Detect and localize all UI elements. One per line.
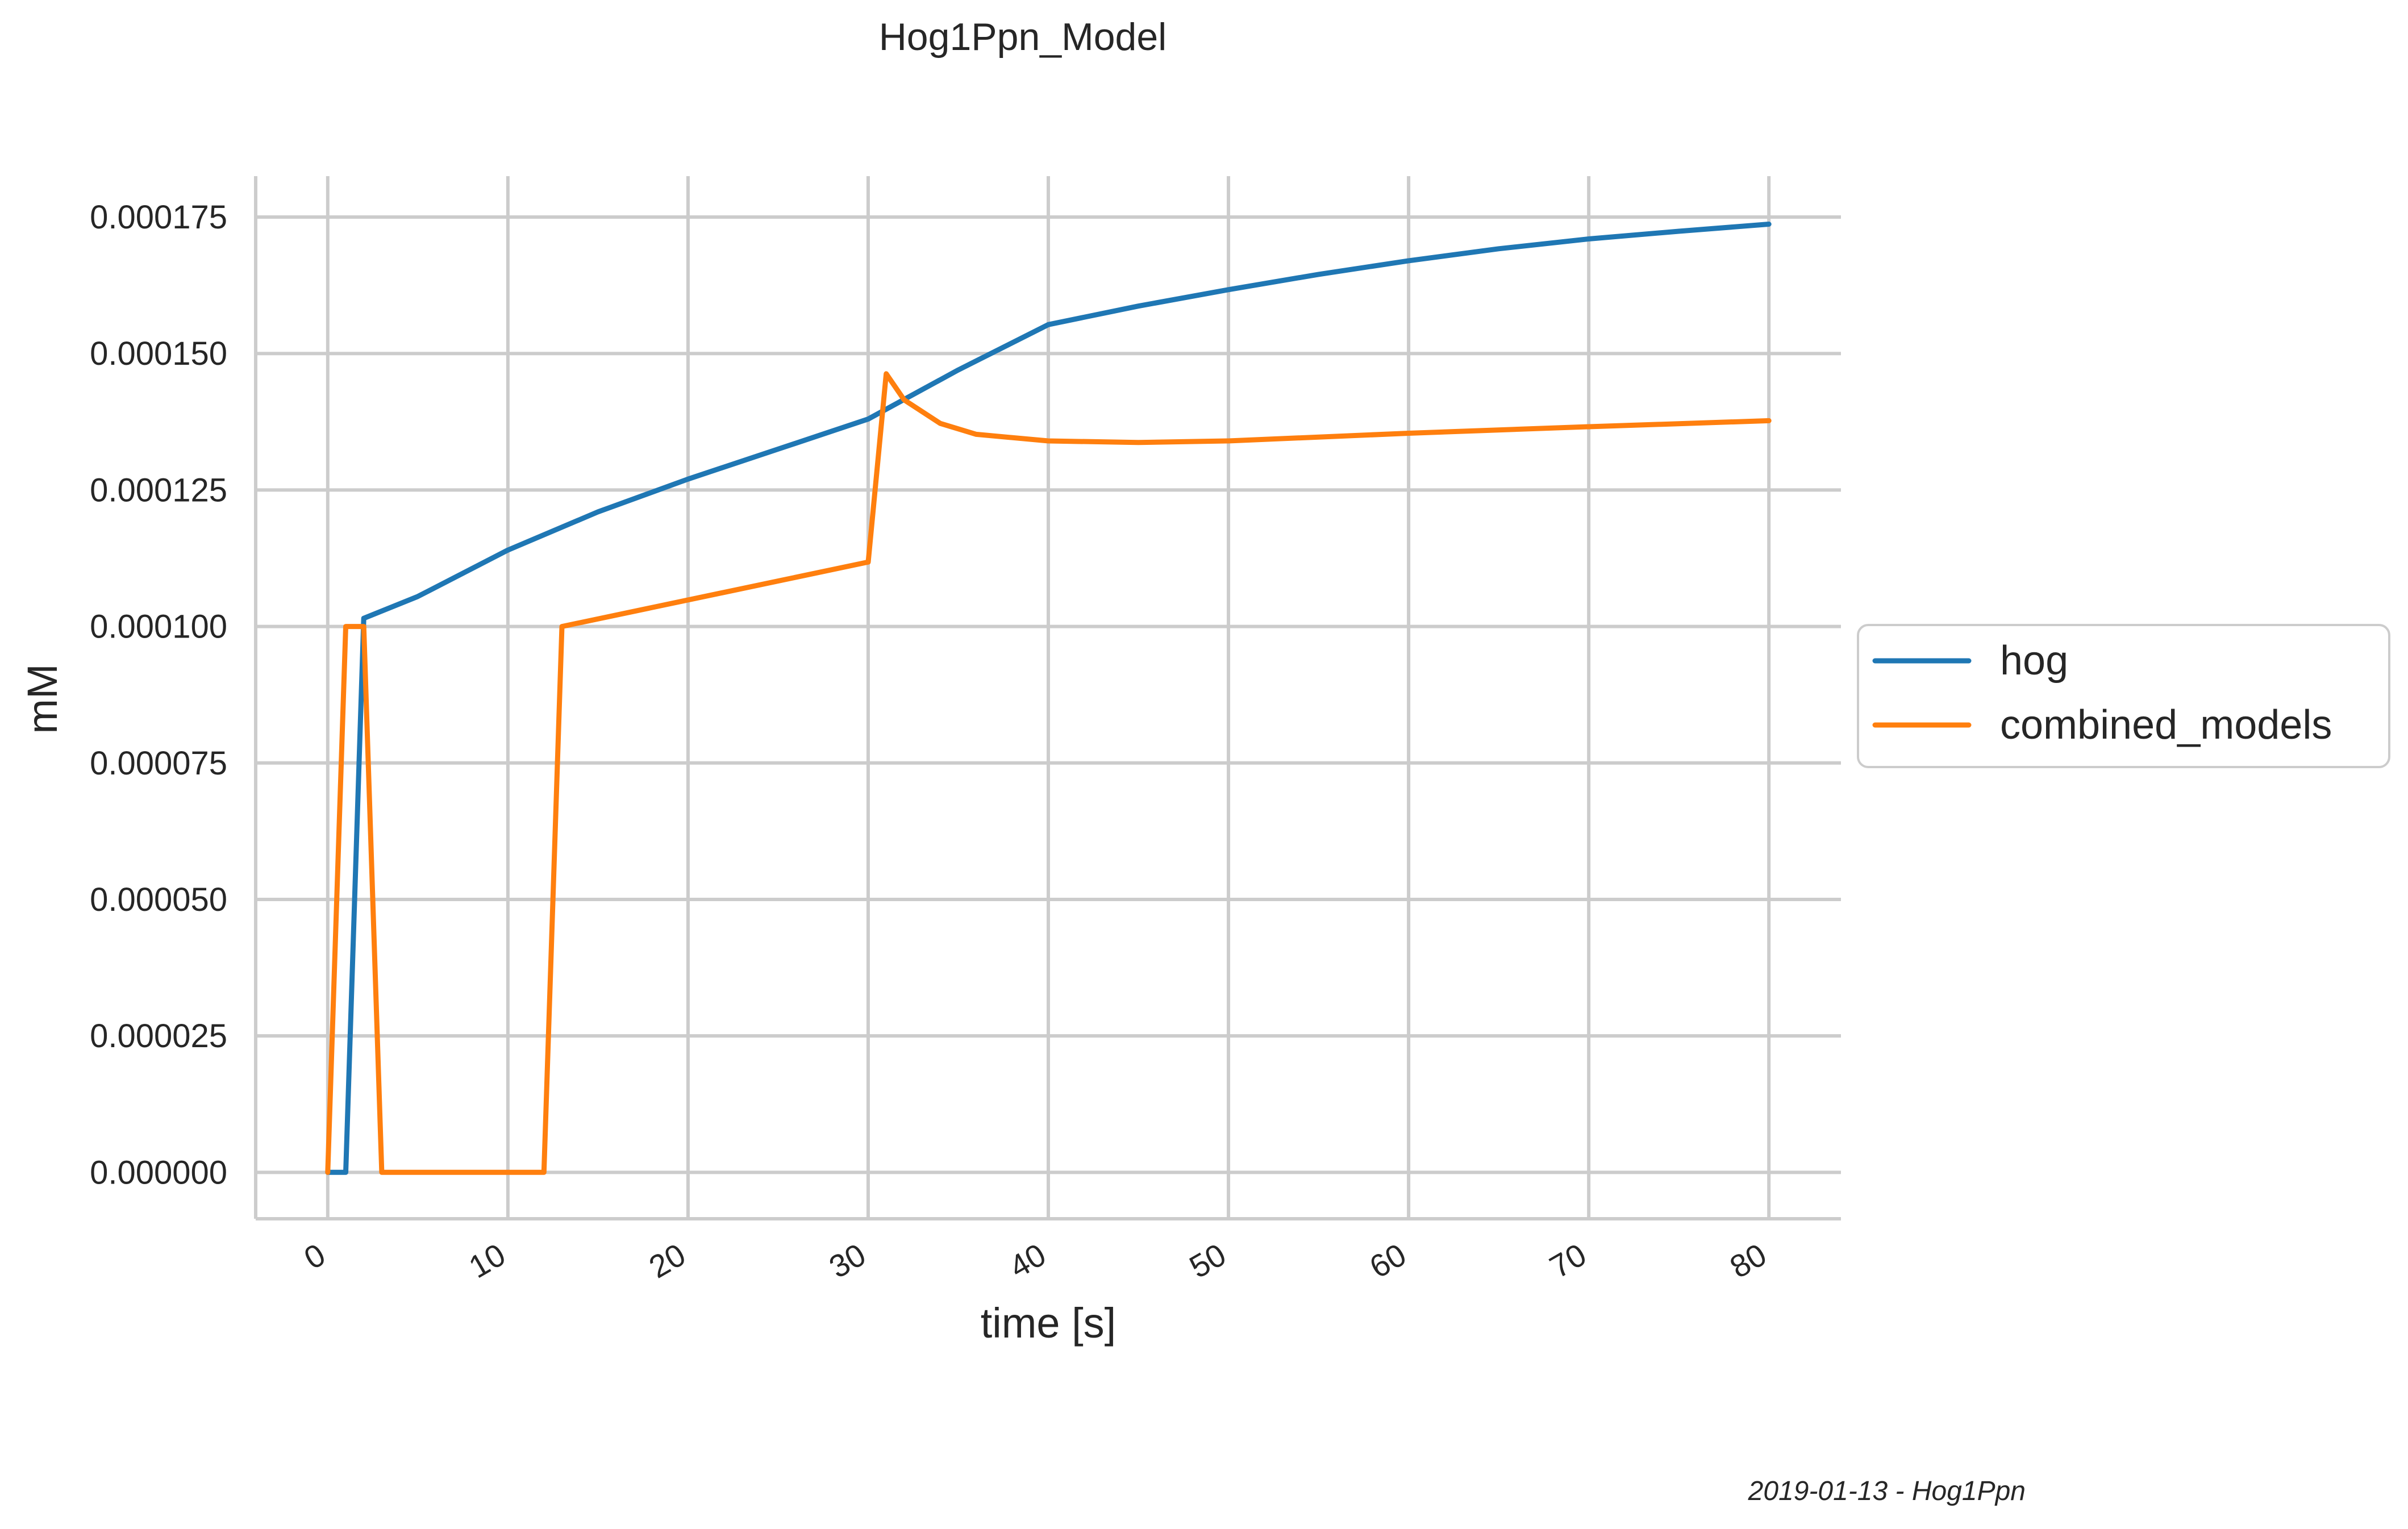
- y-tick-label: 0.000125: [90, 472, 227, 509]
- series-line-hog: [325, 222, 1772, 1175]
- y-tick-label: 0.000025: [90, 1018, 227, 1055]
- grid: [256, 176, 1841, 1219]
- y-tick-label: 0.000000: [90, 1154, 227, 1191]
- y-tick-label: 0.000050: [90, 881, 227, 918]
- x-axis-label: time [s]: [981, 1299, 1116, 1347]
- axes: [254, 176, 1841, 1220]
- footer-caption: 2019-01-13 - Hog1Ppn: [1748, 1476, 2026, 1506]
- legend-label: hog: [2000, 638, 2068, 684]
- chart-title: Hog1Ppn_Model: [879, 15, 1167, 59]
- legend: hog combined_models: [1857, 624, 2390, 768]
- legend-frame: [1857, 624, 2390, 768]
- y-tick-label: 0.000075: [90, 745, 227, 782]
- series-lines: [325, 222, 1772, 1175]
- y-axis-label: mM: [19, 664, 66, 734]
- y-tick-label: 0.000175: [90, 199, 227, 236]
- y-tick-label: 0.000150: [90, 335, 227, 372]
- y-tick-labels: 0.000000 0.000025 0.000050 0.000075 0.000100…: [90, 199, 227, 1191]
- series-line-combined-models: [325, 371, 1772, 1175]
- y-tick-label: 0.000100: [90, 609, 227, 645]
- legend-label: combined_models: [2000, 702, 2332, 748]
